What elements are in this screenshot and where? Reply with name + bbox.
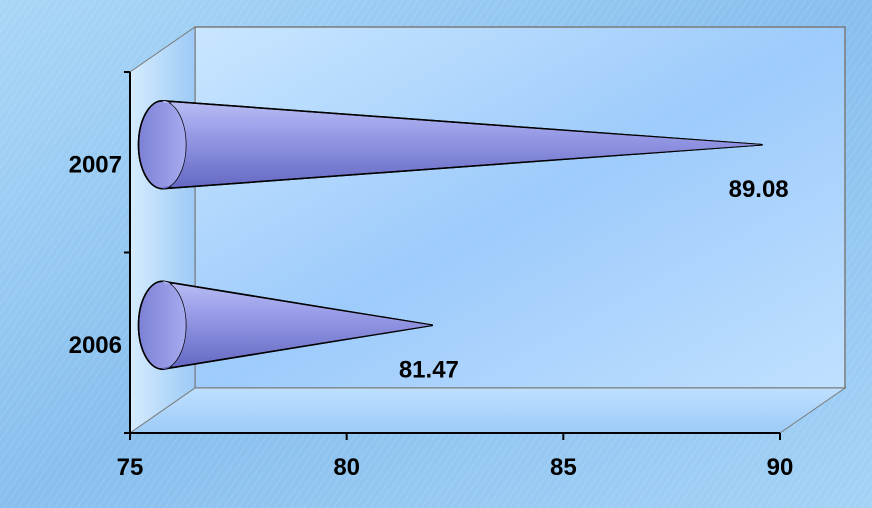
- bar-2007: [137, 99, 763, 190]
- floor: [128, 387, 847, 434]
- y-tick-label-2007: 2007: [69, 151, 122, 178]
- side-wall: [129, 26, 196, 434]
- x-tick-label: 85: [550, 454, 577, 481]
- x-tick-label: 80: [333, 454, 360, 481]
- bars-group: [137, 99, 763, 371]
- x-tick-label: 75: [117, 454, 144, 481]
- y-tick-label-2006: 2006: [69, 332, 122, 359]
- data-label-2006: 81.47: [399, 356, 459, 383]
- bar-2006: [137, 280, 433, 371]
- plot-walls: [128, 26, 847, 434]
- data-label-2007: 89.08: [729, 176, 789, 203]
- labels-group: 2006 81.47 2007 89.08: [69, 151, 789, 383]
- x-tick-label: 90: [767, 454, 794, 481]
- x-axis: 75 80 85 90: [117, 71, 794, 481]
